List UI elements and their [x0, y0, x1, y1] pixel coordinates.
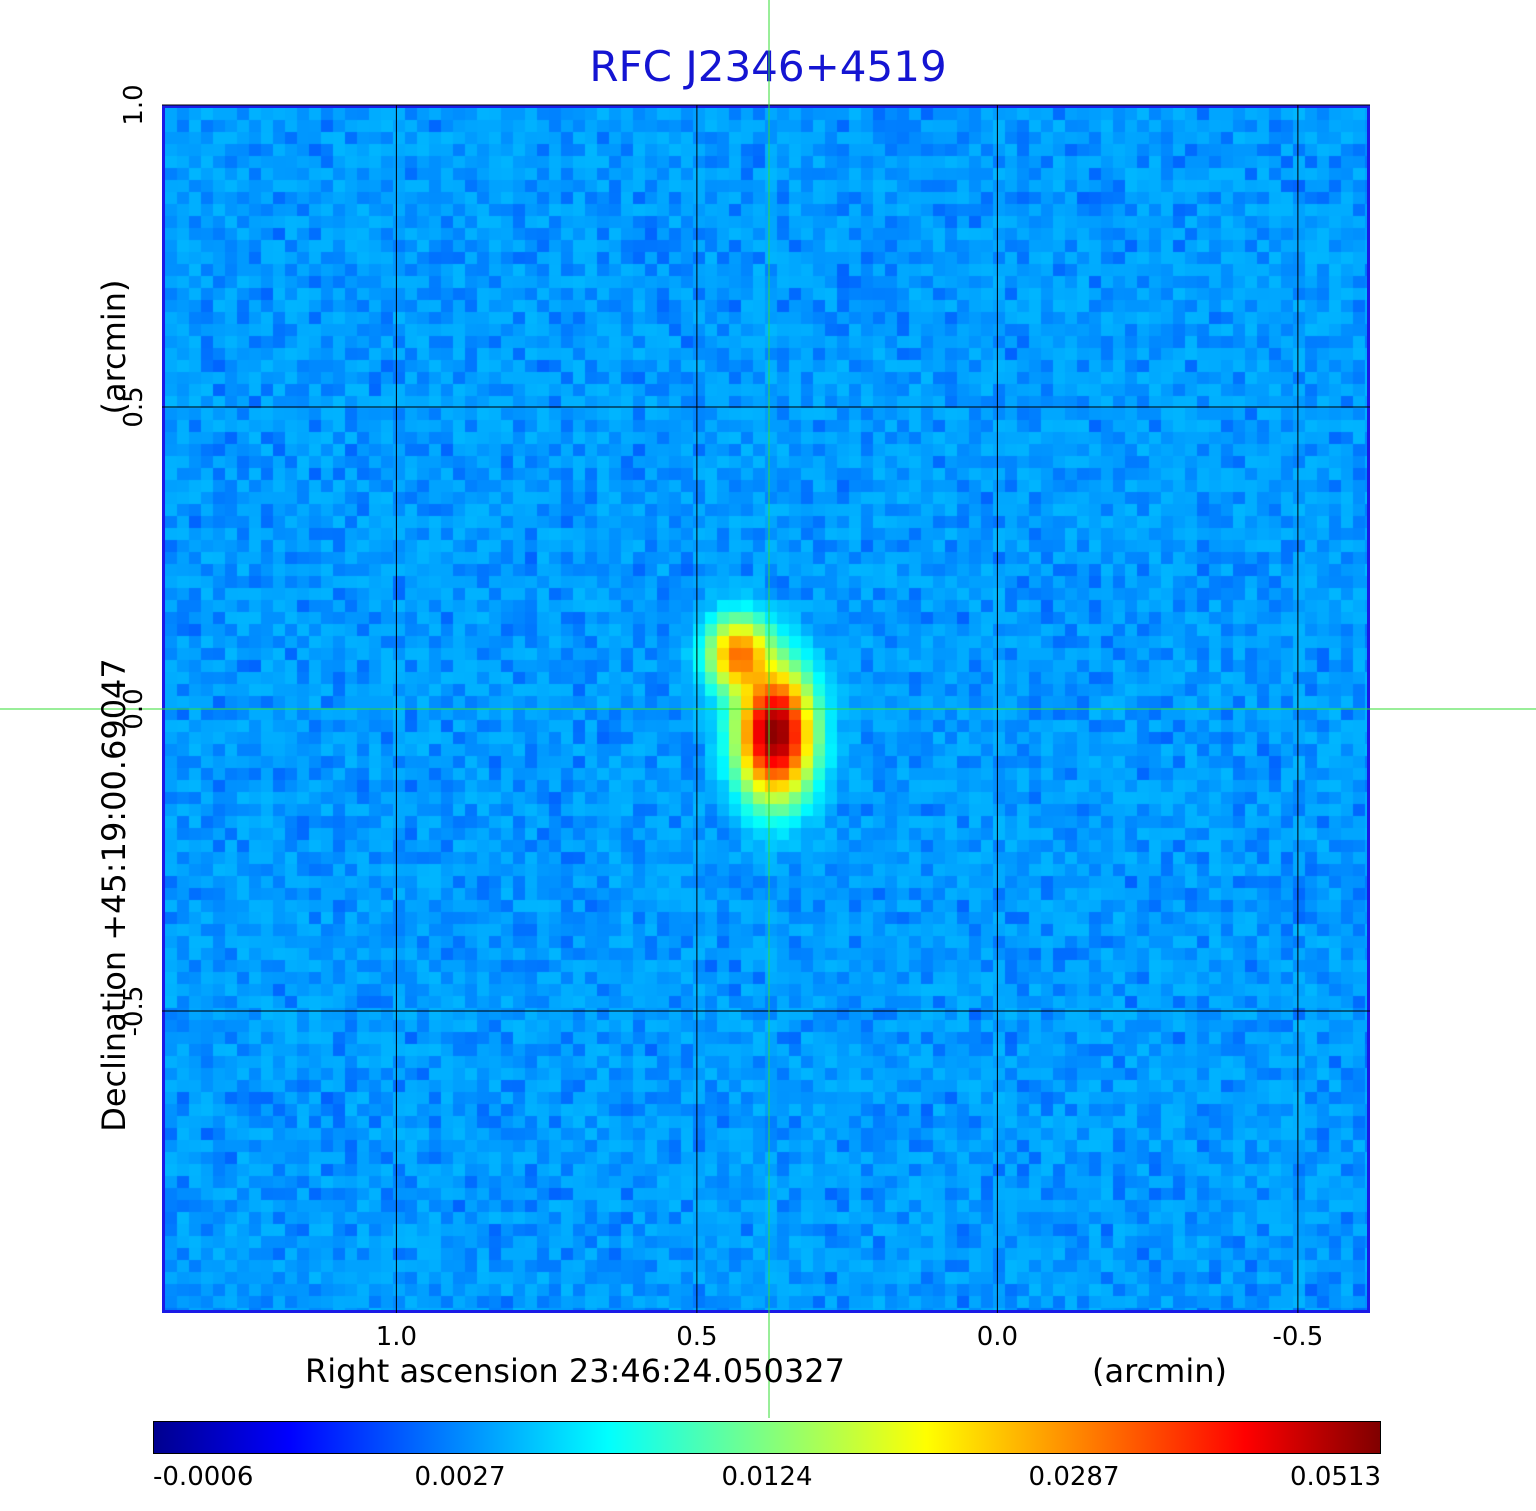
colorbar-tick-label: 0.0124 — [721, 1462, 813, 1492]
y-tick-label: -0.5 — [119, 985, 149, 1037]
y-tick-label: 0.5 — [119, 386, 149, 428]
x-tick-label: 0.5 — [676, 1322, 718, 1352]
colorbar-tick-label: -0.0006 — [153, 1462, 254, 1492]
plot-area[interactable] — [162, 105, 1370, 1313]
x-tick-label: 0.0 — [976, 1322, 1019, 1352]
colorbar-tick-label: 0.0513 — [1290, 1462, 1381, 1492]
y-tick-label: 1.0 — [119, 84, 149, 126]
x-axis-unit-label: (arcmin) — [1092, 1352, 1227, 1390]
colorbar — [153, 1421, 1381, 1454]
colorbar-tick-label: 0.0027 — [414, 1462, 506, 1492]
heatmap-image — [165, 108, 1367, 1310]
colorbar-tick-label: 0.0287 — [1028, 1462, 1120, 1492]
y-tick-label: 0.0 — [119, 688, 149, 730]
chart-title: RFC J2346+4519 — [589, 42, 947, 91]
x-tick-label: -0.5 — [1272, 1322, 1324, 1352]
x-axis-label: Right ascension 23:46:24.050327 — [305, 1352, 845, 1390]
x-tick-label: 1.0 — [375, 1322, 418, 1352]
